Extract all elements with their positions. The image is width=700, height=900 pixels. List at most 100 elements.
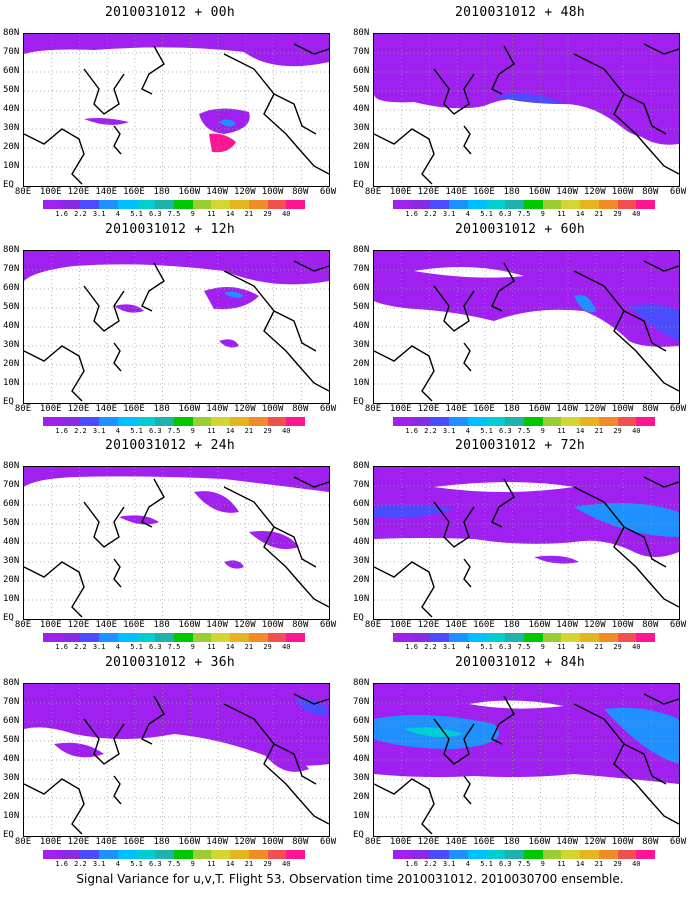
- longitude-label: 140E: [95, 837, 118, 847]
- latitude-label: 50N: [3, 735, 20, 745]
- colorbar-label: 5.1: [130, 210, 143, 218]
- latitude-label: 10N: [353, 811, 370, 821]
- colorbar: [393, 417, 656, 426]
- colorbar-swatch: [174, 417, 193, 426]
- colorbar-label: 4: [465, 210, 470, 218]
- latitude-label: 20N: [3, 142, 20, 152]
- colorbar-swatch: [636, 633, 656, 642]
- colorbar-swatch: [467, 200, 487, 209]
- longitude-label: 60W: [669, 404, 687, 414]
- longitude-label: 180: [503, 404, 520, 414]
- longitude-label: 100E: [39, 404, 62, 414]
- colorbar-label: 9: [540, 860, 545, 868]
- map-plot: [373, 250, 680, 404]
- colorbar-swatch: [430, 417, 450, 426]
- colorbar-swatch: [192, 850, 212, 859]
- variance-region: [374, 467, 679, 557]
- colorbar: [43, 633, 306, 642]
- longitude-label: 80W: [292, 187, 309, 197]
- colorbar: [43, 200, 306, 209]
- variance-region: [24, 684, 329, 766]
- colorbar-swatch: [155, 850, 175, 859]
- colorbar-swatch: [211, 850, 231, 859]
- latitude-label: EQ: [353, 613, 364, 623]
- latitude-label: 50N: [353, 302, 370, 312]
- colorbar-label: 5.1: [480, 643, 493, 651]
- colorbar-swatch: [393, 200, 412, 209]
- colorbar-label: 21: [244, 427, 254, 435]
- longitude-label: 80E: [14, 187, 32, 197]
- panel-title: 2010031012 + 12h: [104, 222, 236, 237]
- colorbar-label: 2.2: [74, 210, 87, 218]
- figure-caption: Signal Variance for u,v,T. Flight 53. Ob…: [76, 872, 624, 886]
- colorbar-swatch: [61, 417, 81, 426]
- colorbar-swatch: [449, 633, 468, 642]
- coastline: [24, 43, 329, 185]
- colorbar-swatch: [561, 850, 581, 859]
- longitude-label: 180: [153, 404, 170, 414]
- longitude-label: 100W: [261, 620, 284, 630]
- colorbar-swatch: [136, 633, 156, 642]
- colorbar-label: 40: [632, 643, 641, 651]
- variance-region: [494, 93, 564, 104]
- colorbar-label: 7.5: [167, 427, 181, 435]
- colorbar-label: 21: [594, 427, 604, 435]
- colorbar-label: 11: [207, 210, 216, 218]
- colorbar-swatch: [61, 850, 81, 859]
- variance-region: [119, 515, 159, 525]
- colorbar-label: 2.2: [424, 860, 437, 868]
- colorbar-label: 2.2: [74, 860, 87, 868]
- colorbar-label: 3.1: [92, 210, 106, 218]
- colorbar-swatch: [230, 417, 249, 426]
- colorbar-swatch: [486, 850, 506, 859]
- latitude-label: 40N: [3, 104, 20, 114]
- longitude-label: 140W: [556, 620, 578, 630]
- colorbar-label: 7.5: [517, 427, 531, 435]
- variance-region: [224, 560, 244, 569]
- latitude-label: 60N: [353, 66, 370, 76]
- longitude-label: 80E: [14, 837, 32, 847]
- colorbar-label: 11: [557, 427, 566, 435]
- longitude-label: 100E: [389, 620, 412, 630]
- latitude-label: EQ: [3, 830, 14, 840]
- colorbar-swatch: [580, 850, 599, 859]
- longitude-label: 180: [503, 837, 520, 847]
- map-panel: 2010031012 + 84h 80N 70N 60N 50N 40N 30N 20N 10N…: [353, 655, 686, 868]
- colorbar-swatch: [598, 200, 618, 209]
- colorbar-swatch: [174, 633, 193, 642]
- latitude-label: EQ: [3, 180, 14, 190]
- colorbar-label: 3.1: [92, 643, 106, 651]
- colorbar-swatch: [230, 850, 249, 859]
- colorbar-label: 4: [115, 210, 120, 218]
- colorbar-swatch: [636, 417, 656, 426]
- colorbar-swatch: [580, 417, 599, 426]
- longitude-label: 120E: [67, 404, 90, 414]
- latitude-label: 40N: [3, 754, 20, 764]
- variance-region: [434, 482, 574, 492]
- longitude-label: 100E: [389, 187, 412, 197]
- colorbar-label: 9: [190, 210, 195, 218]
- colorbar-swatch: [117, 850, 137, 859]
- colorbar-swatch: [155, 417, 175, 426]
- variance-region: [404, 727, 464, 738]
- colorbar-swatch: [598, 850, 618, 859]
- colorbar-label: 40: [282, 860, 291, 868]
- latitude-label: 10N: [3, 378, 20, 388]
- colorbar-label: 1.6: [405, 210, 419, 218]
- colorbar-label: 7.5: [167, 860, 181, 868]
- colorbar: [393, 200, 656, 209]
- colorbar-label: 1.6: [405, 643, 419, 651]
- latitude-label: 30N: [3, 340, 20, 350]
- colorbar-swatch: [192, 633, 212, 642]
- colorbar-label: 5.1: [480, 860, 493, 868]
- latitude-label: 20N: [3, 792, 20, 802]
- longitude-label: 180: [503, 187, 520, 197]
- longitude-label: 80W: [292, 837, 309, 847]
- latitude-label: EQ: [3, 397, 14, 407]
- colorbar-swatch: [99, 850, 118, 859]
- longitude-label: 160E: [123, 404, 145, 414]
- variance-region: [414, 267, 524, 278]
- longitude-label: 140W: [206, 187, 228, 197]
- colorbar-label: 1.6: [55, 427, 69, 435]
- latitude-label: 20N: [3, 359, 20, 369]
